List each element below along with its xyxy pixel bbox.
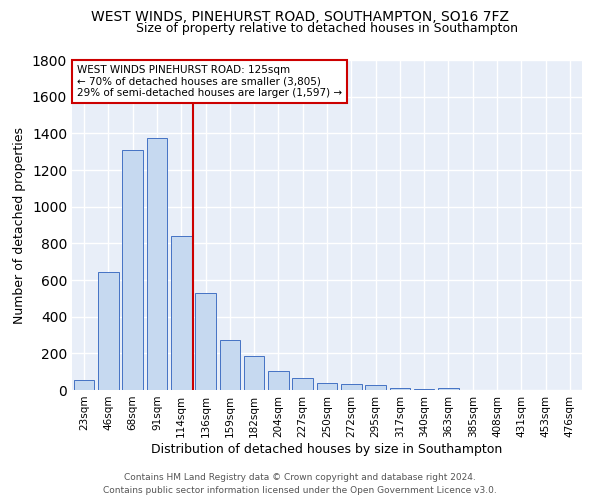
Bar [365,386,386,390]
Bar [122,150,143,390]
Bar [268,371,289,390]
Text: WEST WINDS, PINEHURST ROAD, SOUTHAMPTON, SO16 7FZ: WEST WINDS, PINEHURST ROAD, SOUTHAMPTON,… [91,10,509,24]
Text: WEST WINDS PINEHURST ROAD: 125sqm
← 70% of detached houses are smaller (3,805)
2: WEST WINDS PINEHURST ROAD: 125sqm ← 70% … [77,65,342,98]
Bar [244,356,265,390]
Title: Size of property relative to detached houses in Southampton: Size of property relative to detached ho… [136,22,518,35]
Bar [341,384,362,390]
X-axis label: Distribution of detached houses by size in Southampton: Distribution of detached houses by size … [151,442,503,456]
Y-axis label: Number of detached properties: Number of detached properties [13,126,26,324]
Text: Contains HM Land Registry data © Crown copyright and database right 2024.
Contai: Contains HM Land Registry data © Crown c… [103,474,497,495]
Bar [146,138,167,390]
Bar [98,272,119,390]
Bar [220,340,240,390]
Bar [389,388,410,390]
Bar [292,378,313,390]
Bar [74,380,94,390]
Bar [171,236,191,390]
Bar [438,388,459,390]
Bar [317,383,337,390]
Bar [195,293,216,390]
